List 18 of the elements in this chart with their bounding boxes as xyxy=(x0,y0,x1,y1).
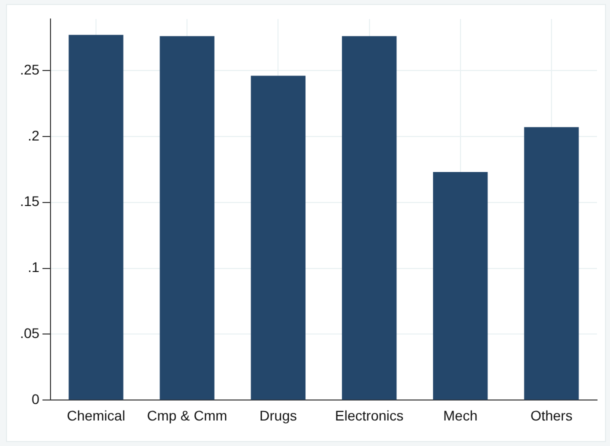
bar xyxy=(160,36,214,400)
y-tick-label: .1 xyxy=(28,259,40,276)
y-tick-label: .25 xyxy=(20,61,40,78)
bar xyxy=(433,172,488,400)
bar xyxy=(524,127,579,400)
x-tick-label: Others xyxy=(530,407,572,424)
x-tick-label: Electronics xyxy=(335,407,404,424)
x-tick-label: Cmp & Cmm xyxy=(147,407,228,424)
x-tick-label: Mech xyxy=(443,407,478,424)
bar xyxy=(250,76,306,400)
y-tick-label: .15 xyxy=(20,193,40,210)
y-tick-label: .05 xyxy=(20,325,40,342)
x-tick-label: Chemical xyxy=(66,407,126,424)
y-tick-label: .2 xyxy=(28,127,40,144)
y-tick-label: 0 xyxy=(32,391,40,408)
bar xyxy=(68,34,124,400)
x-tick-label: Drugs xyxy=(260,407,297,424)
bar xyxy=(342,36,397,400)
